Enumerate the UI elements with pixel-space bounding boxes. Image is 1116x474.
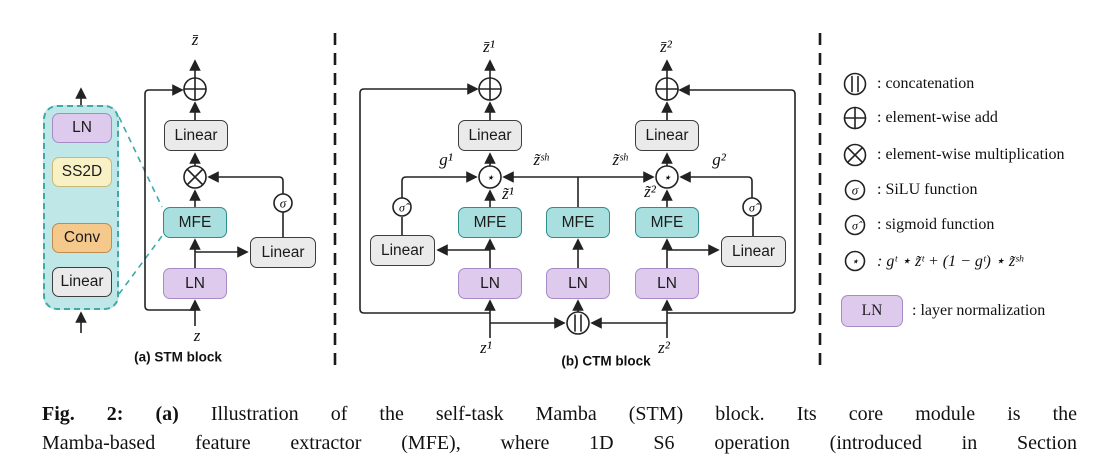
ctm-shared-label-right: z̃ˢʰ [612,150,628,169]
legend-item-layer-norm: LN : layer normalization [841,295,1045,327]
legend-item-silu: σ : SiLU function [842,177,977,203]
stm-mfe-block: MFE [163,207,227,238]
ctm-add-op-2 [655,77,679,101]
stm-add-op [183,77,207,101]
stm-silu-op: σ [273,193,293,213]
ctm-star-op-1: ⋆ [478,165,502,189]
stm-multiply-op [183,165,207,189]
ctm-ln-block-2: LN [635,268,699,299]
legend-label: : sigmoid function [877,216,995,233]
diagram-wires: σ σ ⋆ ⋆ σ̂ σ̂ [71,33,822,368]
stm-gate-linear-block: Linear [250,237,316,268]
caption-part-label: (a) [155,403,179,425]
stm-input-label: z [193,326,201,345]
svg-text:σ: σ [852,183,859,198]
ctm-gate-label-2: g² [712,150,726,169]
svg-text:⋆: ⋆ [663,171,672,186]
legend-item-add: : element-wise add [842,105,998,131]
legend-label: : concatenation [877,75,975,92]
ctm-panel-caption: (b) CTM block [561,353,651,369]
legend-item-multiplication: : element-wise multiplication [842,142,1065,168]
ctm-output-label-2: z̄² [660,37,672,56]
expanded-linear-block: Linear [52,267,112,297]
legend-label: : element-wise multiplication [877,146,1065,163]
ctm-concat-op [566,311,590,335]
ctm-linear-out-block-1: Linear [458,120,522,151]
stm-panel-caption: (a) STM block [134,349,222,365]
ctm-mfe-block-1: MFE [458,207,522,238]
ctm-feature-label-2: z̃² [644,182,656,201]
ctm-input-label-2: z² [658,338,670,357]
multiply-icon [843,143,867,167]
ctm-mfe-block-shared: MFE [546,207,610,238]
ctm-gate-linear-block-1: Linear [370,235,435,266]
svg-text:σ: σ [280,196,287,211]
stm-linear-out-block: Linear [164,120,228,151]
ctm-mfe-block-2: MFE [635,207,699,238]
star-icon: ⋆ [844,250,866,272]
svg-text:⋆: ⋆ [486,171,495,186]
ln-box-icon: LN [841,295,903,327]
ctm-output-label-1: z̄¹ [483,37,495,56]
svg-text:σ̂: σ̂ [399,201,410,215]
ctm-ln-block-shared: LN [546,268,610,299]
legend-label: : element-wise add [877,109,998,126]
add-icon [843,106,867,130]
ctm-input-label-1: z¹ [480,338,492,357]
ctm-feature-label-1: z̃¹ [502,184,514,203]
stm-ln-block: LN [163,268,227,299]
ctm-star-op-2: ⋆ [655,165,679,189]
expanded-ss2d-block: SS2D [52,157,112,187]
legend-label: : layer normalization [912,302,1046,319]
ctm-gate-label-1: g¹ [439,150,453,169]
ctm-add-op-1 [478,77,502,101]
expanded-ln-block: LN [52,113,112,143]
ctm-sigmoid-op-1: σ̂ [392,197,412,217]
legend-label: : SiLU function [877,181,978,198]
legend-item-sigmoid: σ̂ : sigmoid function [842,212,994,238]
svg-text:σ̂: σ̂ [852,219,863,233]
stm-output-label: z̄ [191,30,199,49]
caption-line-1: Fig. 2: (a) Illustration of the self-tas… [42,400,1077,429]
ctm-ln-block-1: LN [458,268,522,299]
sigmoid-icon: σ̂ [844,214,866,236]
ctm-sigmoid-op-2: σ̂ [742,197,762,217]
figure-caption: Fig. 2: (a) Illustration of the self-tas… [42,400,1077,458]
legend-item-star: ⋆ : gᵗ ⋆ z̃ᵗ + (1 − gᵗ) ⋆ z̃ˢʰ [842,248,1023,274]
ctm-shared-label-left: z̃ˢʰ [533,150,549,169]
caption-line-2: Mamba-based feature extractor (MFE), whe… [42,432,1077,454]
ctm-gate-linear-block-2: Linear [721,236,786,267]
legend-label: : gᵗ ⋆ z̃ᵗ + (1 − gᵗ) ⋆ z̃ˢʰ [877,253,1024,270]
caption-line-1-text: Illustration of the self-task Mamba (STM… [210,403,1078,425]
svg-text:σ̂: σ̂ [749,201,760,215]
expanded-conv-block: Conv [52,223,112,253]
legend-item-concatenation: : concatenation [842,71,974,97]
ctm-linear-out-block-2: Linear [635,120,699,151]
concat-icon [843,72,867,96]
silu-icon: σ [844,179,866,201]
caption-fig-label: Fig. 2: [42,403,124,425]
svg-text:⋆: ⋆ [851,254,859,269]
